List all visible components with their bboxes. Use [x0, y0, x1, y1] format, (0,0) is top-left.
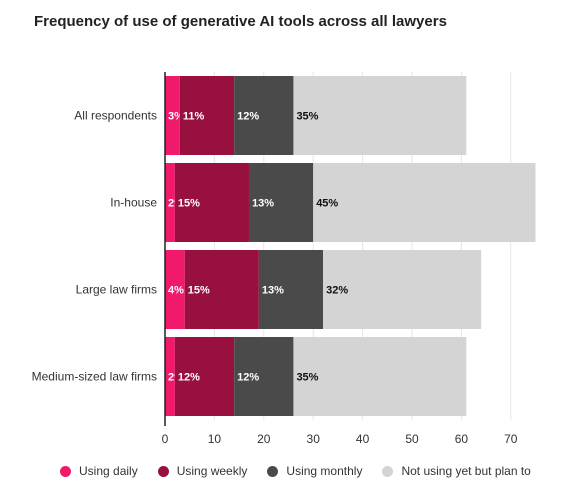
bar-segment — [165, 76, 180, 155]
bar-segment — [248, 163, 314, 242]
data-label: 32% — [326, 285, 348, 297]
legend-item-daily[interactable]: Using daily — [60, 464, 138, 478]
category-label: Medium-sized law firms — [32, 370, 157, 384]
bar-segment — [234, 337, 294, 416]
x-tick-label: 20 — [257, 432, 271, 446]
category-label: In-house — [110, 196, 157, 210]
data-label: 45% — [316, 198, 338, 210]
x-tick-label: 30 — [307, 432, 321, 446]
legend-label-daily: Using daily — [79, 464, 138, 478]
bar-segment — [313, 163, 536, 242]
data-label: 13% — [252, 198, 274, 210]
chart-title: Frequency of use of generative AI tools … — [34, 13, 447, 30]
bar-segment — [323, 250, 482, 329]
legend-label-plan: Not using yet but plan to — [401, 464, 531, 478]
data-label: 13% — [262, 285, 284, 297]
x-tick-label: 40 — [356, 432, 370, 446]
legend-swatch-plan — [382, 465, 394, 477]
x-tick-label: 70 — [504, 432, 518, 446]
bar-segment — [174, 337, 235, 416]
bar-segment — [258, 250, 324, 329]
bar-segment — [174, 163, 249, 242]
legend-label-monthly: Using monthly — [286, 464, 363, 478]
bar-segment — [165, 250, 185, 329]
bar-segment — [234, 76, 294, 155]
bar-segment — [165, 163, 175, 242]
data-label: 11% — [183, 111, 205, 123]
data-label: 12% — [237, 111, 259, 123]
legend-item-monthly[interactable]: Using monthly — [267, 464, 362, 478]
chart-legend: Using daily Using weekly Using monthly N… — [60, 464, 551, 478]
legend-label-weekly: Using weekly — [176, 464, 248, 478]
category-label: All respondents — [74, 109, 157, 123]
bar-segment — [293, 337, 467, 416]
x-tick-label: 0 — [162, 432, 169, 446]
legend-item-weekly[interactable]: Using weekly — [157, 464, 248, 478]
legend-item-plan[interactable]: Not using yet but plan to — [382, 464, 531, 478]
bar-segment — [179, 76, 235, 155]
data-label: 15% — [188, 285, 210, 297]
bar-segment — [293, 76, 467, 155]
legend-swatch-weekly — [157, 465, 169, 477]
bar-segment — [184, 250, 259, 329]
legend-swatch-monthly — [267, 465, 279, 477]
bar-segment — [165, 337, 175, 416]
x-tick-label: 50 — [405, 432, 419, 446]
category-label: Large law firms — [76, 283, 157, 297]
data-label: 15% — [178, 198, 200, 210]
data-label: 35% — [296, 111, 318, 123]
data-label: 35% — [296, 372, 318, 384]
x-tick-label: 60 — [455, 432, 469, 446]
legend-swatch-daily — [60, 465, 71, 477]
data-label: 12% — [178, 372, 200, 384]
data-label: 12% — [237, 372, 259, 384]
data-label: 4% — [168, 285, 184, 297]
x-tick-label: 10 — [208, 432, 222, 446]
